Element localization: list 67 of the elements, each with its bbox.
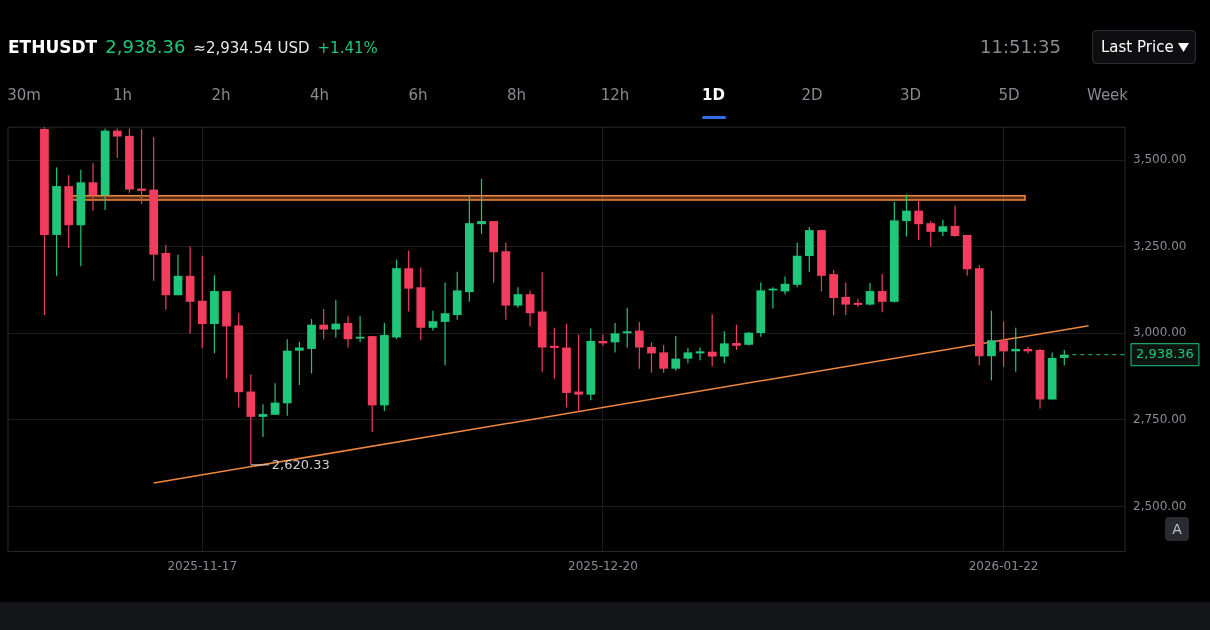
- text: 6h: [407, 86, 429, 104]
- candlestick: [987, 310, 996, 382]
- candlestick: [610, 322, 620, 353]
- text: 2D: [800, 86, 824, 104]
- candlestick: [671, 335, 681, 372]
- candlestick: [88, 162, 98, 212]
- candlestick: [938, 219, 948, 237]
- x-tick-label: 2025-12-20: [568, 558, 638, 573]
- candlestick: [914, 199, 923, 241]
- text: 3D: [898, 86, 923, 104]
- candlestick: [902, 193, 911, 238]
- candlestick: [634, 321, 644, 370]
- ref-line-label: 2,938.36: [1136, 346, 1194, 362]
- y-tick-label: 2,500.00: [1133, 498, 1187, 513]
- text: Last Price: [1101, 38, 1174, 56]
- candlestick: [319, 308, 329, 340]
- text: +1.41%: [317, 39, 378, 57]
- candlestick: [295, 341, 304, 386]
- candlestick: [549, 327, 559, 379]
- candlestick: [574, 333, 584, 412]
- candlestick: [659, 344, 668, 374]
- text: Week: [1085, 86, 1130, 104]
- text: 12h: [599, 86, 631, 104]
- candlestick: [331, 299, 341, 339]
- candlestick: [647, 341, 656, 374]
- text: A: [1165, 517, 1189, 541]
- y-tick-label: 3,500.00: [1133, 152, 1187, 167]
- text: ≈2,934.54 USD: [193, 39, 310, 57]
- y-tick-label: 3,250.00: [1133, 238, 1187, 253]
- candlestick: [622, 307, 632, 349]
- candlestick: [404, 249, 414, 313]
- candlestick: [343, 315, 353, 349]
- candlestick: [732, 324, 741, 351]
- candlestick: [355, 315, 365, 343]
- x-tick-label: 2025-11-17: [167, 558, 238, 573]
- text: 11:51:35: [980, 36, 1061, 57]
- text: 8h: [505, 86, 528, 104]
- candlestick: [999, 320, 1008, 368]
- candlestick: [877, 273, 887, 313]
- candlestick: [112, 127, 122, 159]
- candlestick: [950, 205, 960, 238]
- text: 1D: [701, 86, 726, 104]
- text: 30m: [6, 86, 42, 104]
- candlestick: [440, 281, 450, 366]
- candlestick: [707, 313, 717, 367]
- candlestick: [841, 281, 851, 316]
- text: 5D: [997, 86, 1021, 104]
- y-tick-label: 3,000.00: [1133, 325, 1187, 340]
- candlestick: [525, 289, 535, 328]
- text: 2h: [210, 86, 232, 104]
- candlestick: [428, 310, 438, 332]
- candlestick: [719, 330, 729, 364]
- text: 4h: [308, 86, 331, 104]
- text: 1h: [111, 86, 134, 104]
- candlestick: [513, 286, 523, 309]
- candlestick: [865, 282, 875, 307]
- chart-title: ETHUSDT: [8, 37, 98, 57]
- candlestick: [477, 178, 486, 235]
- x-tick-label: 2026-01-22: [968, 558, 1039, 573]
- annotation: 2,620.33: [271, 457, 330, 473]
- candlestick: [197, 255, 207, 349]
- y-tick-label: 2,750.00: [1133, 412, 1187, 427]
- candlestick: [829, 269, 838, 316]
- candlestick: [258, 403, 268, 438]
- text: 2,938.36: [105, 36, 186, 57]
- candlestick: [926, 220, 936, 247]
- candlestick: [270, 382, 280, 416]
